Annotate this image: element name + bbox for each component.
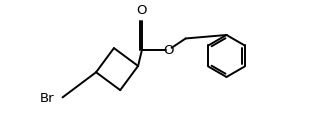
Text: O: O (137, 4, 147, 17)
Text: O: O (163, 44, 173, 57)
Text: Br: Br (40, 92, 54, 105)
